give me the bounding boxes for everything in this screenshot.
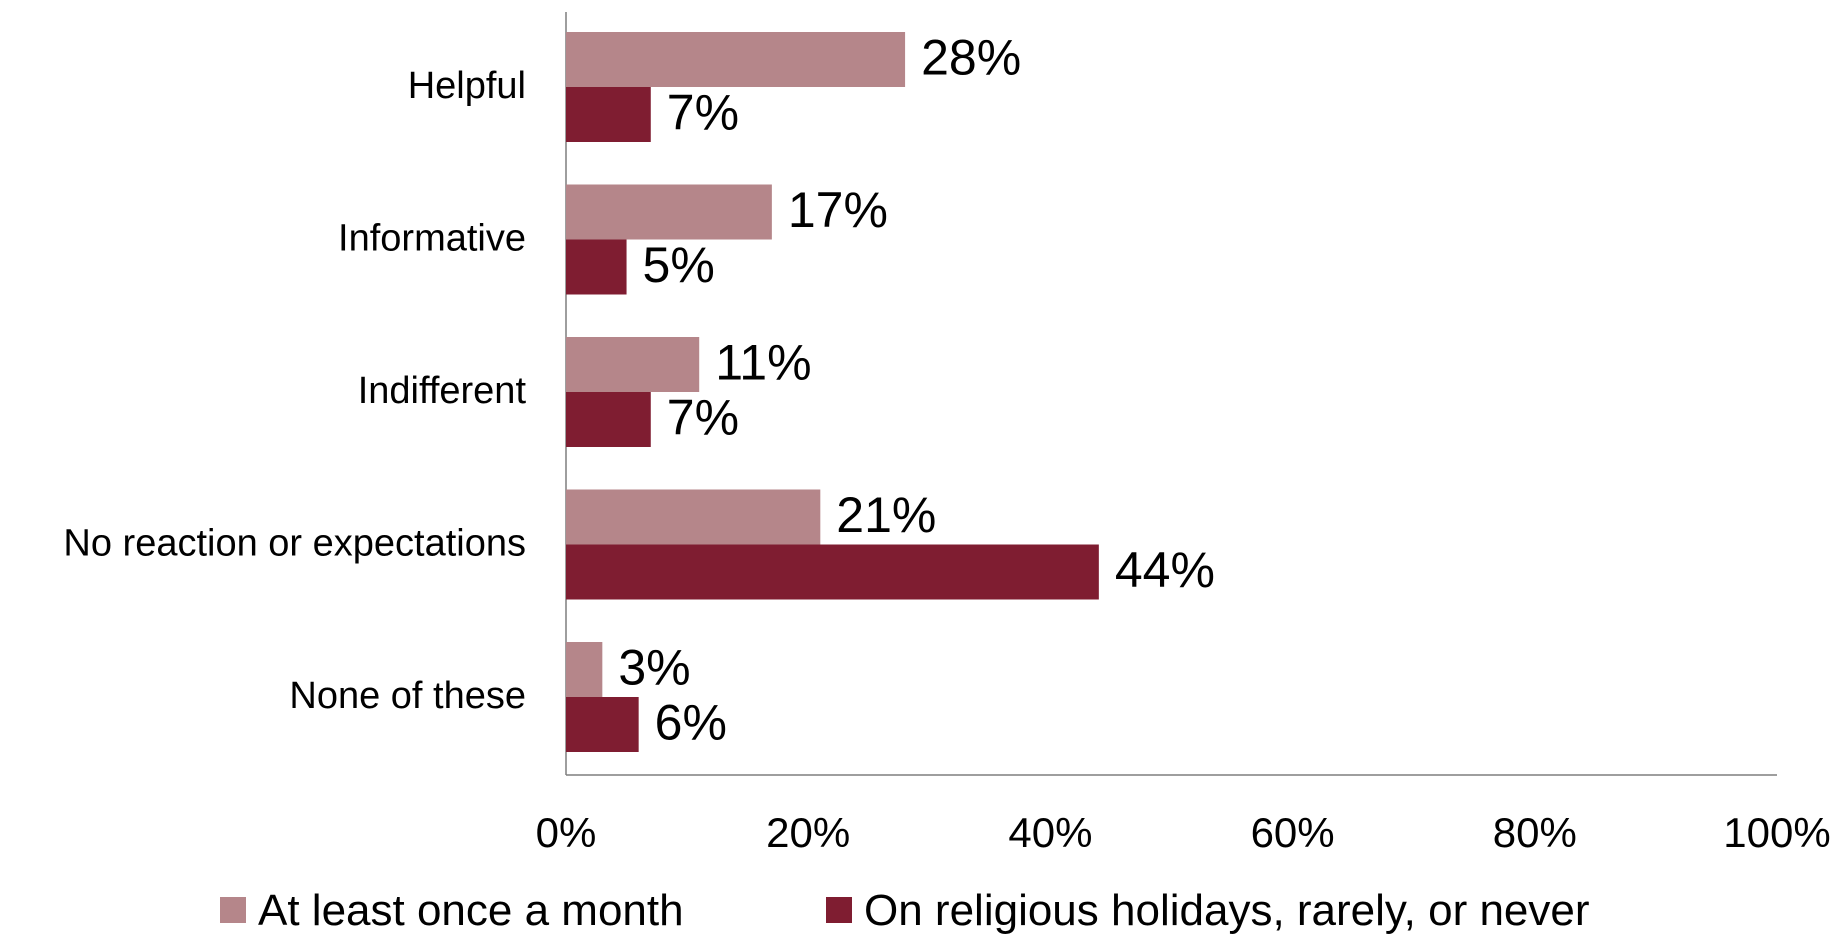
x-tick-label: 40% bbox=[1008, 809, 1092, 856]
data-label: 44% bbox=[1115, 542, 1215, 598]
category-label: Helpful bbox=[408, 65, 526, 107]
bar-series-2 bbox=[566, 87, 651, 142]
bar-series-1 bbox=[566, 337, 700, 392]
category-label: No reaction or expectations bbox=[63, 523, 526, 565]
data-label: 11% bbox=[715, 335, 811, 391]
bar-series-1 bbox=[566, 489, 821, 545]
data-label: 5% bbox=[643, 237, 715, 293]
legend-swatch bbox=[826, 897, 852, 923]
bar-series-2 bbox=[566, 544, 1099, 600]
bar-series-1 bbox=[566, 32, 906, 87]
data-label: 6% bbox=[655, 695, 727, 751]
data-label: 7% bbox=[667, 85, 739, 141]
category-label: Indifferent bbox=[358, 370, 527, 412]
legend: At least once a month On religious holida… bbox=[220, 886, 1590, 935]
data-label: 3% bbox=[618, 640, 690, 696]
category-label: None of these bbox=[289, 675, 526, 717]
data-label: 21% bbox=[836, 487, 936, 543]
x-tick-label: 60% bbox=[1251, 809, 1335, 856]
bar-series-2 bbox=[566, 239, 627, 295]
plot-area: 0% 20% 40% 60% 80% 100% Helpful 28% 7% Informativ… bbox=[63, 12, 1831, 856]
legend-label: At least once a month bbox=[258, 886, 684, 935]
data-label: 17% bbox=[788, 182, 888, 238]
bar-series-1 bbox=[566, 184, 772, 240]
category-label: Informative bbox=[338, 218, 526, 260]
legend-label: On religious holidays, rarely, or never bbox=[864, 886, 1590, 935]
x-tick-label: 20% bbox=[766, 809, 850, 856]
data-label: 28% bbox=[921, 30, 1021, 86]
data-label: 7% bbox=[667, 390, 739, 446]
x-tick-label: 100% bbox=[1723, 809, 1830, 856]
bar-series-2 bbox=[566, 697, 639, 752]
x-tick-label: 80% bbox=[1493, 809, 1577, 856]
bar-series-2 bbox=[566, 392, 651, 447]
x-tick-label: 0% bbox=[536, 809, 597, 856]
bar-series-1 bbox=[566, 642, 603, 697]
legend-swatch bbox=[220, 897, 246, 923]
